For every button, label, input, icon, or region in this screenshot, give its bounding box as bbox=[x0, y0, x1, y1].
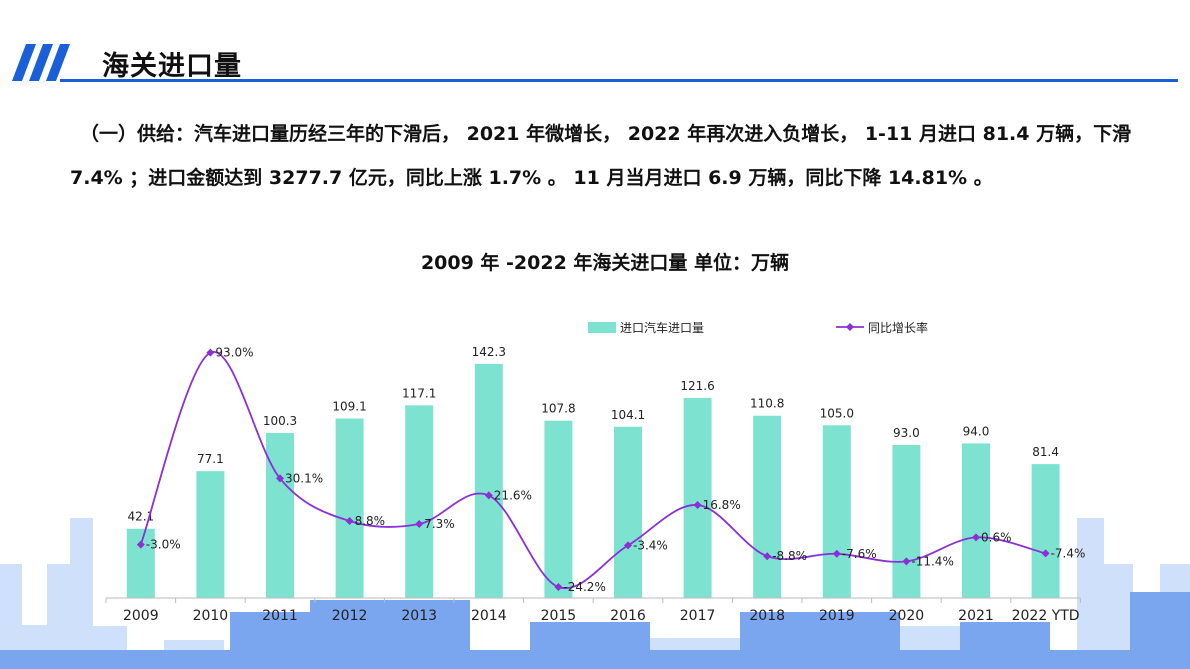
growth-rate-label: -3.0% bbox=[146, 538, 181, 552]
header-stripes-icon bbox=[12, 44, 70, 81]
bar-value-label: 110.8 bbox=[750, 397, 784, 411]
bar bbox=[126, 528, 155, 598]
growth-rate-point bbox=[972, 533, 980, 542]
bar bbox=[474, 363, 503, 598]
bar bbox=[196, 471, 225, 598]
title-underline bbox=[60, 79, 1178, 82]
bar-value-label: 105.0 bbox=[820, 406, 854, 420]
x-tick-label: 2021 bbox=[958, 608, 994, 624]
x-tick-label: 2018 bbox=[749, 608, 785, 624]
growth-rate-label: -7.6% bbox=[842, 547, 877, 561]
x-tick-label: 2022 YTD bbox=[1012, 608, 1080, 624]
growth-rate-label: 7.3% bbox=[424, 517, 455, 531]
legend-label-line: 同比增长率 bbox=[868, 320, 928, 335]
bar bbox=[892, 445, 921, 598]
growth-rate-label: -24.2% bbox=[563, 580, 605, 594]
growth-rate-point bbox=[1041, 549, 1050, 558]
growth-rate-point bbox=[415, 520, 424, 528]
growth-rate-point bbox=[693, 501, 702, 509]
bar bbox=[405, 405, 434, 598]
growth-rate-label: 21.6% bbox=[494, 488, 532, 502]
x-tick-label: 2014 bbox=[471, 608, 507, 624]
growth-rate-label: -3.4% bbox=[633, 538, 668, 552]
growth-rate-label: -8.8% bbox=[772, 549, 807, 563]
growth-rate-label: 93.0% bbox=[215, 346, 253, 360]
x-tick-label: 2013 bbox=[401, 608, 437, 624]
growth-rate-point bbox=[136, 540, 145, 549]
bar-value-label: 94.0 bbox=[963, 424, 990, 438]
bar-value-label: 100.3 bbox=[263, 414, 297, 428]
growth-rate-point bbox=[624, 541, 632, 550]
summary-text: （一）供给：汽车进口量历经三年的下滑后， 2021 年微增长， 2022 年再次… bbox=[70, 123, 1132, 189]
growth-rate-point bbox=[832, 549, 841, 558]
growth-rate-point bbox=[902, 557, 911, 566]
page-title: 海关进口量 bbox=[102, 51, 242, 82]
bar bbox=[614, 426, 642, 598]
x-tick-label: 2012 bbox=[332, 608, 368, 624]
x-tick-label: 2016 bbox=[610, 608, 646, 624]
x-tick-label: 2015 bbox=[541, 608, 577, 624]
legend-swatch-bars bbox=[588, 322, 616, 333]
growth-rate-point bbox=[345, 517, 354, 525]
bar-value-label: 107.8 bbox=[541, 402, 575, 416]
growth-rate-point bbox=[763, 552, 772, 561]
bar-value-label: 81.4 bbox=[1032, 445, 1059, 459]
bar-value-label: 77.1 bbox=[197, 452, 224, 466]
x-tick-label: 2020 bbox=[889, 608, 925, 624]
x-tick-label: 2009 bbox=[123, 608, 159, 624]
x-tick-label: 2017 bbox=[680, 608, 716, 624]
bar bbox=[753, 415, 782, 598]
bar bbox=[962, 443, 990, 598]
bar bbox=[335, 418, 364, 598]
bar-value-label: 121.6 bbox=[680, 379, 714, 393]
bar bbox=[544, 420, 573, 598]
growth-rate-point bbox=[554, 583, 563, 591]
bar-value-label: 104.1 bbox=[611, 408, 645, 422]
bar bbox=[683, 397, 712, 598]
bar bbox=[822, 425, 851, 598]
growth-rate-label: 30.1% bbox=[285, 471, 323, 485]
growth-rate-label: 8.8% bbox=[355, 514, 386, 528]
growth-rate-point bbox=[484, 491, 493, 500]
growth-rate-point bbox=[206, 348, 215, 357]
chart-title: 2009 年 -2022 年海关进口量 单位：万辆 bbox=[420, 252, 790, 274]
bar bbox=[266, 433, 294, 598]
growth-rate-label: 0.6% bbox=[981, 530, 1012, 544]
growth-rate-label: 16.8% bbox=[703, 498, 741, 512]
bar-value-label: 109.1 bbox=[332, 400, 366, 414]
growth-rate-point bbox=[276, 474, 284, 483]
legend-swatch-marker bbox=[846, 323, 854, 331]
bar-value-label: 93.0 bbox=[893, 426, 920, 440]
growth-rate-label: -11.4% bbox=[911, 554, 953, 568]
bar bbox=[1031, 464, 1060, 598]
x-tick-label: 2010 bbox=[193, 608, 229, 624]
legend-label-bars: 进口汽车进口量 bbox=[620, 320, 704, 335]
x-tick-label: 2019 bbox=[819, 608, 855, 624]
bar-value-label: 117.1 bbox=[402, 386, 436, 400]
x-tick-label: 2011 bbox=[262, 608, 298, 624]
bar-value-label: 142.3 bbox=[472, 345, 506, 359]
growth-rate-label: -7.4% bbox=[1051, 546, 1086, 560]
